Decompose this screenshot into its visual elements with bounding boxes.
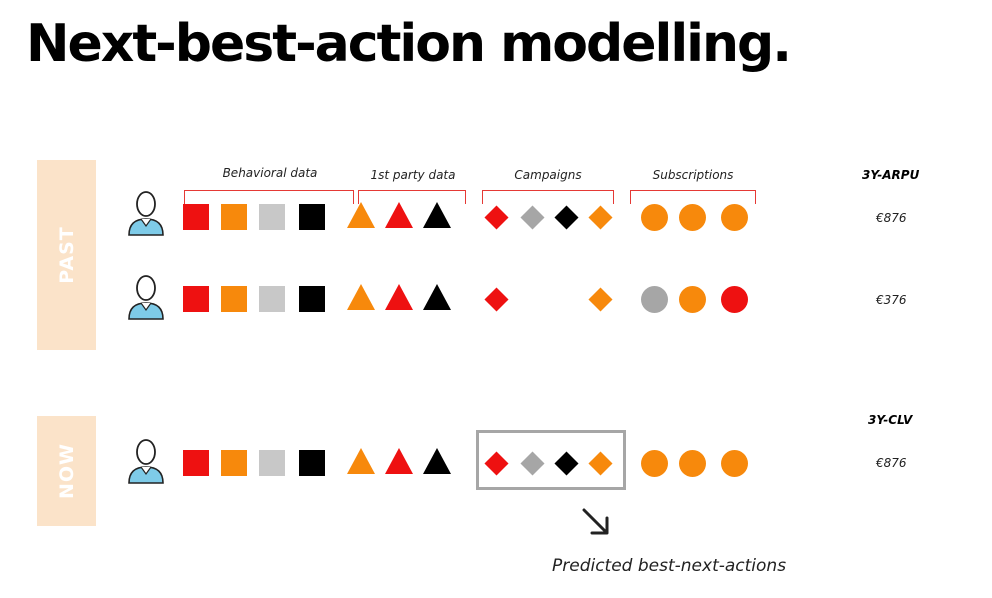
- header-behavioral-data: Behavioral data: [222, 166, 318, 180]
- person-icon: [128, 275, 164, 320]
- campaign-diamond: [553, 204, 579, 230]
- header-first-party-data: 1st party data: [370, 168, 456, 182]
- metric-header-arpu: 3Y-ARPU: [862, 168, 920, 182]
- behavioral-square: [299, 286, 325, 312]
- first-party-triangle: [347, 202, 375, 228]
- behavioral-square: [259, 450, 285, 476]
- first-party-triangle: [423, 202, 451, 228]
- behavioral-square: [221, 450, 247, 476]
- first-party-triangle: [385, 202, 413, 228]
- metric-header-clv: 3Y-CLV: [868, 413, 913, 427]
- campaign-diamond: [519, 204, 545, 230]
- campaign-diamond: [587, 286, 613, 312]
- subscription-circle: [678, 449, 706, 477]
- subscription-circle: [678, 285, 706, 313]
- predicted-actions-highlight-box: [476, 430, 626, 490]
- subscription-circle: [720, 449, 748, 477]
- behavioral-square: [221, 204, 247, 230]
- behavioral-square: [299, 204, 325, 230]
- bracket-behavioral-data: [184, 190, 354, 204]
- subscription-circle: [720, 285, 748, 313]
- predicted-actions-label: Predicted best-next-actions: [552, 556, 787, 576]
- first-party-triangle: [347, 448, 375, 474]
- first-party-triangle: [385, 448, 413, 474]
- subscription-circle: [678, 203, 706, 231]
- row-value-3: €876: [876, 456, 907, 470]
- first-party-triangle: [347, 284, 375, 310]
- subscription-circle: [640, 285, 668, 313]
- behavioral-square: [183, 286, 209, 312]
- behavioral-square: [183, 450, 209, 476]
- first-party-triangle: [423, 284, 451, 310]
- bracket-subscriptions: [630, 190, 756, 204]
- behavioral-square: [299, 450, 325, 476]
- campaign-diamond: [483, 286, 509, 312]
- page-title: Next-best-action modelling.: [26, 14, 792, 74]
- behavioral-square: [221, 286, 247, 312]
- row-value-2: €376: [876, 293, 907, 307]
- band-past: PAST: [37, 160, 96, 350]
- band-label-past: PAST: [55, 226, 78, 284]
- bracket-campaigns: [482, 190, 614, 204]
- header-subscriptions: Subscriptions: [652, 168, 734, 182]
- behavioral-square: [259, 286, 285, 312]
- header-campaigns: Campaigns: [514, 168, 582, 182]
- arrow-down-right-icon: [582, 508, 609, 535]
- campaign-diamond: [483, 204, 509, 230]
- first-party-triangle: [385, 284, 413, 310]
- subscription-circle: [640, 449, 668, 477]
- band-now: NOW: [37, 416, 96, 526]
- first-party-triangle: [423, 448, 451, 474]
- person-icon: [128, 191, 164, 236]
- person-icon: [128, 439, 164, 484]
- campaign-diamond: [587, 204, 613, 230]
- subscription-circle: [720, 203, 748, 231]
- row-value-1: €876: [876, 211, 907, 225]
- behavioral-square: [259, 204, 285, 230]
- bracket-first-party-data: [358, 190, 466, 204]
- band-label-now: NOW: [55, 442, 78, 500]
- behavioral-square: [183, 204, 209, 230]
- subscription-circle: [640, 203, 668, 231]
